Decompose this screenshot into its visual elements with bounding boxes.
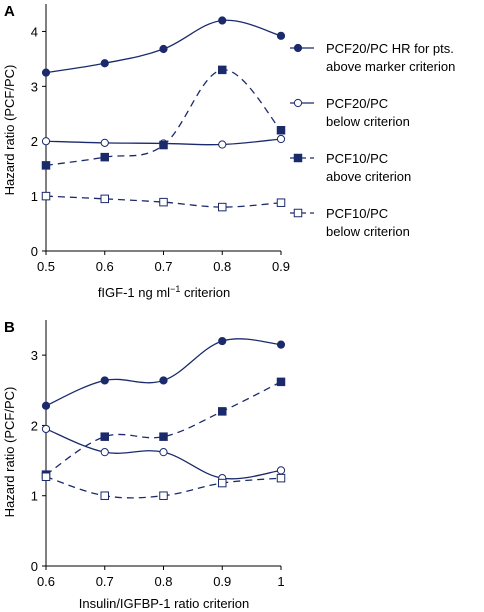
data-point (159, 140, 168, 150)
legend-marker (293, 208, 303, 218)
data-point (218, 202, 227, 212)
data-point (276, 125, 286, 135)
legend-label: PCF20/PC (326, 96, 388, 111)
data-point (41, 424, 51, 434)
legend-label: below criterion (326, 114, 410, 129)
data-point (100, 59, 109, 68)
data-point (100, 138, 109, 147)
panel-a-axes: 0 1 2 3 4 0.5 0.6 0.7 0.8 0.9 (31, 4, 290, 274)
y-tick-label: 0 (31, 244, 38, 259)
data-point (276, 31, 286, 40)
panel-b-series (41, 336, 286, 500)
data-point (100, 194, 109, 204)
data-point (276, 134, 286, 144)
legend-marker (293, 98, 303, 108)
y-tick-label: 3 (31, 348, 38, 363)
legend-label: below criterion (326, 224, 410, 239)
legend-label: above criterion (326, 169, 411, 184)
panel-b-label: B (4, 319, 15, 336)
panel-a-x-axis-label: fIGF-1 ng ml−1 criterion (98, 284, 230, 300)
x-tick-label: 1 (277, 574, 284, 589)
data-point (41, 191, 51, 201)
chart-panel-b: B 0 1 2 3 0.6 0.7 0.8 0.9 1 Hazard ratio (PCF/PC… (2, 319, 286, 611)
x-tick-label: 0.6 (96, 259, 114, 274)
data-point (218, 65, 227, 75)
data-point (218, 336, 227, 346)
data-point (276, 198, 286, 207)
y-tick-label: 2 (31, 418, 38, 433)
data-point (100, 491, 109, 500)
x-tick-label: 0.5 (37, 259, 55, 274)
data-point (41, 161, 51, 170)
legend-label: PCF10/PC (326, 151, 388, 166)
series-line-4 (45, 195, 282, 208)
data-point (100, 432, 109, 441)
x-tick-label: 0.7 (154, 259, 172, 274)
x-tick-label: 0.6 (37, 574, 55, 589)
data-point (159, 376, 168, 385)
legend-label: PCF10/PC (326, 206, 388, 221)
panel-a-y-axis-label: Hazard ratio (PCF/PC) (2, 65, 17, 196)
x-tick-label: 0.7 (96, 574, 114, 589)
data-point (159, 491, 168, 500)
data-point (41, 401, 51, 410)
y-tick-label: 0 (31, 559, 38, 574)
data-point (100, 376, 109, 385)
legend-label: above marker criterion (326, 59, 455, 74)
data-point (159, 432, 168, 441)
data-point (100, 448, 109, 457)
series-line-3 (45, 381, 282, 476)
x-tick-label: 0.8 (213, 259, 231, 274)
y-tick-label: 2 (31, 134, 38, 149)
legend-marker (293, 43, 303, 53)
x-tick-label: 0.8 (154, 574, 172, 589)
series-line-3 (45, 69, 282, 167)
x-tick-label: 0.9 (272, 259, 290, 274)
legend-label: PCF20/PC HR for pts. (326, 41, 454, 56)
panel-b-y-axis-label: Hazard ratio (PCF/PC) (2, 387, 17, 518)
data-point (218, 16, 227, 25)
data-point (41, 137, 51, 146)
data-point (276, 377, 286, 387)
panel-a-label: A (4, 3, 15, 20)
data-point (100, 152, 109, 162)
panel-a-legend: PCF20/PC HR for pts. above marker criteri… (290, 41, 455, 239)
panel-b-x-axis-label: Insulin/IGFBP-1 ratio criterion (79, 596, 250, 611)
data-point (218, 407, 227, 416)
data-point (276, 340, 286, 349)
data-point (276, 466, 286, 475)
data-point (41, 68, 51, 77)
x-tick-label: 0.9 (213, 574, 231, 589)
y-tick-label: 1 (31, 489, 38, 504)
data-point (159, 448, 168, 457)
y-tick-label: 4 (31, 24, 38, 39)
data-point (41, 472, 51, 481)
legend-marker (293, 153, 303, 163)
data-point (276, 473, 286, 483)
chart-panel-a: A 0 1 2 3 4 0.5 0.6 0.7 0.8 0.9 Hazard ratio (PCF… (2, 3, 455, 300)
data-point (218, 140, 227, 149)
data-point (218, 478, 227, 488)
panel-b-axes: 0 1 2 3 0.6 0.7 0.8 0.9 1 (31, 320, 285, 589)
data-point (159, 44, 168, 54)
panel-a-series (41, 16, 286, 212)
y-tick-label: 3 (31, 79, 38, 94)
data-point (159, 197, 168, 207)
y-tick-label: 1 (31, 189, 38, 204)
series-line-1 (45, 338, 282, 407)
